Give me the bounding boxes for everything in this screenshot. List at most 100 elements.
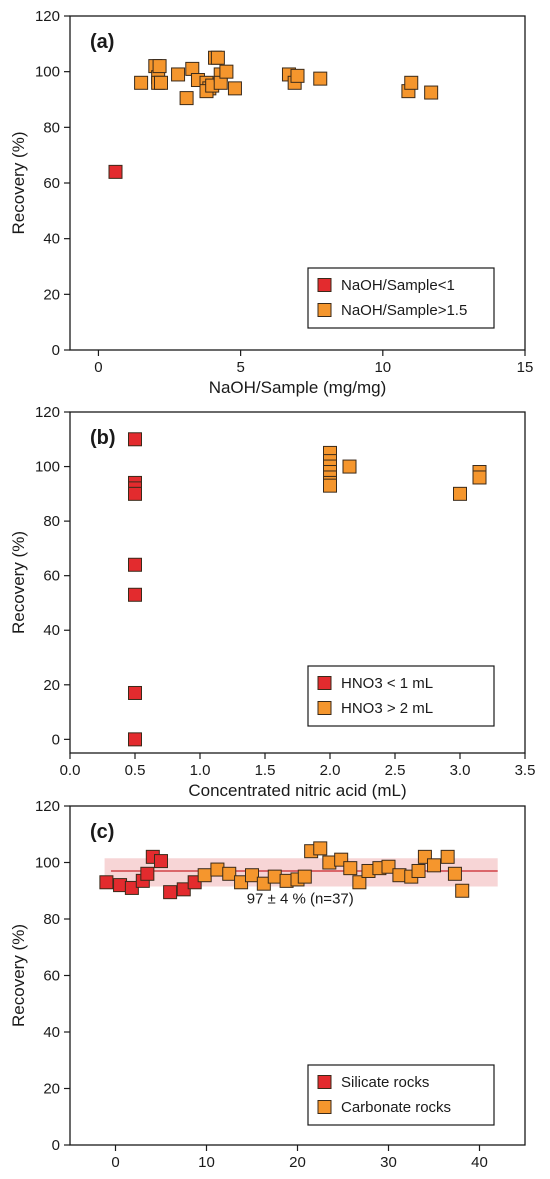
data-point [381,859,396,874]
legend: Silicate rocks Carbonate rocks [307,1064,495,1126]
x-tick-label: 10 [198,1154,215,1171]
data-point [297,869,312,884]
y-tick-label: 0 [52,1137,60,1154]
data-point [140,866,155,881]
x-tick-label: 30 [380,1154,397,1171]
x-tick-label: 3.0 [450,762,471,779]
data-point [342,459,357,474]
data-point [290,68,305,83]
x-tick-label: 40 [471,1154,488,1171]
y-axis-label: Recovery (%) [9,924,28,1027]
legend-marker [317,701,332,715]
series-red [108,164,123,179]
data-point [219,64,234,79]
y-tick-label: 80 [43,513,60,530]
x-tick-label: 0 [94,359,102,376]
data-point [440,849,455,864]
data-point [234,875,249,890]
data-point [392,868,407,883]
x-axis-label: NaOH/Sample (mg/mg) [209,378,387,397]
x-tick-label: 1.0 [190,762,211,779]
data-point [128,685,142,700]
legend-label: Carbonate rocks [341,1099,451,1116]
data-point [128,432,142,447]
data-point [163,885,178,900]
data-point [227,81,242,96]
data-point [134,75,149,90]
legend-marker [317,676,332,690]
data-point [154,75,168,90]
x-tick-label: 15 [517,359,534,376]
mean-annotation: 97 ± 4 % (n=37) [247,890,354,907]
y-tick-label: 40 [43,231,60,248]
y-tick-label: 40 [43,622,60,639]
legend-box [307,665,495,727]
x-tick-label: 3.5 [515,762,536,779]
data-point [171,67,186,82]
y-tick-label: 40 [43,1024,60,1041]
data-point [176,882,191,897]
y-tick-label: 20 [43,286,60,303]
y-axis-label: Recovery (%) [9,531,28,634]
x-tick-label: 1.5 [255,762,276,779]
y-tick-label: 80 [43,119,60,136]
data-point [453,486,467,501]
series-red [128,432,142,747]
legend-box [307,1064,495,1126]
panel-label: (a) [90,31,114,53]
data-point [455,883,470,898]
data-point [256,876,271,891]
y-tick-label: 120 [35,8,60,25]
legend-marker [317,1075,332,1089]
series-orange [197,841,470,898]
data-point [313,71,328,86]
panel-c: 0 10 20 30 40 0 20 40 60 80 100 120 Recovery (%) (c) 9… [9,798,526,1171]
y-tick-label: 20 [43,677,60,694]
panel-b: 0.0 0.5 1.0 1.5 2.0 2.5 3.0 3.5 0 20 40 60 80 100 120 C… [9,404,535,800]
data-point [404,75,419,90]
data-point [154,854,168,869]
data-point [267,869,282,884]
legend-label: NaOH/Sample>1.5 [341,302,467,319]
data-point [322,855,337,870]
x-tick-label: 5 [236,359,244,376]
legend-label: NaOH/Sample<1 [341,277,455,294]
y-tick-label: 100 [35,64,60,81]
panel-label: (c) [90,821,114,843]
data-point [343,861,358,876]
data-point [99,875,114,890]
x-tick-label: 0.5 [125,762,146,779]
data-point [411,863,426,878]
data-point [128,486,142,501]
data-point [352,875,367,890]
data-point [245,868,259,883]
y-tick-label: 100 [35,855,60,872]
legend-label: HNO3 < 1 mL [341,675,433,692]
data-point [210,50,225,65]
data-point [128,557,142,572]
plot-frame [69,411,526,754]
x-axis-label: Concentrated nitric acid (mL) [188,781,406,800]
legend-marker [317,1100,332,1114]
data-point [152,59,167,74]
legend-label: Silicate rocks [341,1074,429,1091]
legend: NaOH/Sample<1 NaOH/Sample>1.5 [307,267,495,329]
y-tick-label: 20 [43,1081,60,1098]
data-point [128,732,142,747]
y-tick-label: 60 [43,968,60,985]
data-point [197,868,212,883]
x-tick-label: 10 [374,359,391,376]
x-tick-label: 2.5 [385,762,406,779]
x-tick-label: 0 [111,1154,119,1171]
x-tick-label: 2.0 [320,762,341,779]
legend-box [307,267,495,329]
y-axis-label: Recovery (%) [9,132,28,235]
y-tick-label: 60 [43,175,60,192]
data-point [179,91,194,106]
data-point [222,866,237,881]
legend: HNO3 < 1 mL HNO3 > 2 mL [307,665,495,727]
legend-marker [317,303,332,317]
y-tick-label: 100 [35,459,60,476]
data-point [447,866,462,881]
